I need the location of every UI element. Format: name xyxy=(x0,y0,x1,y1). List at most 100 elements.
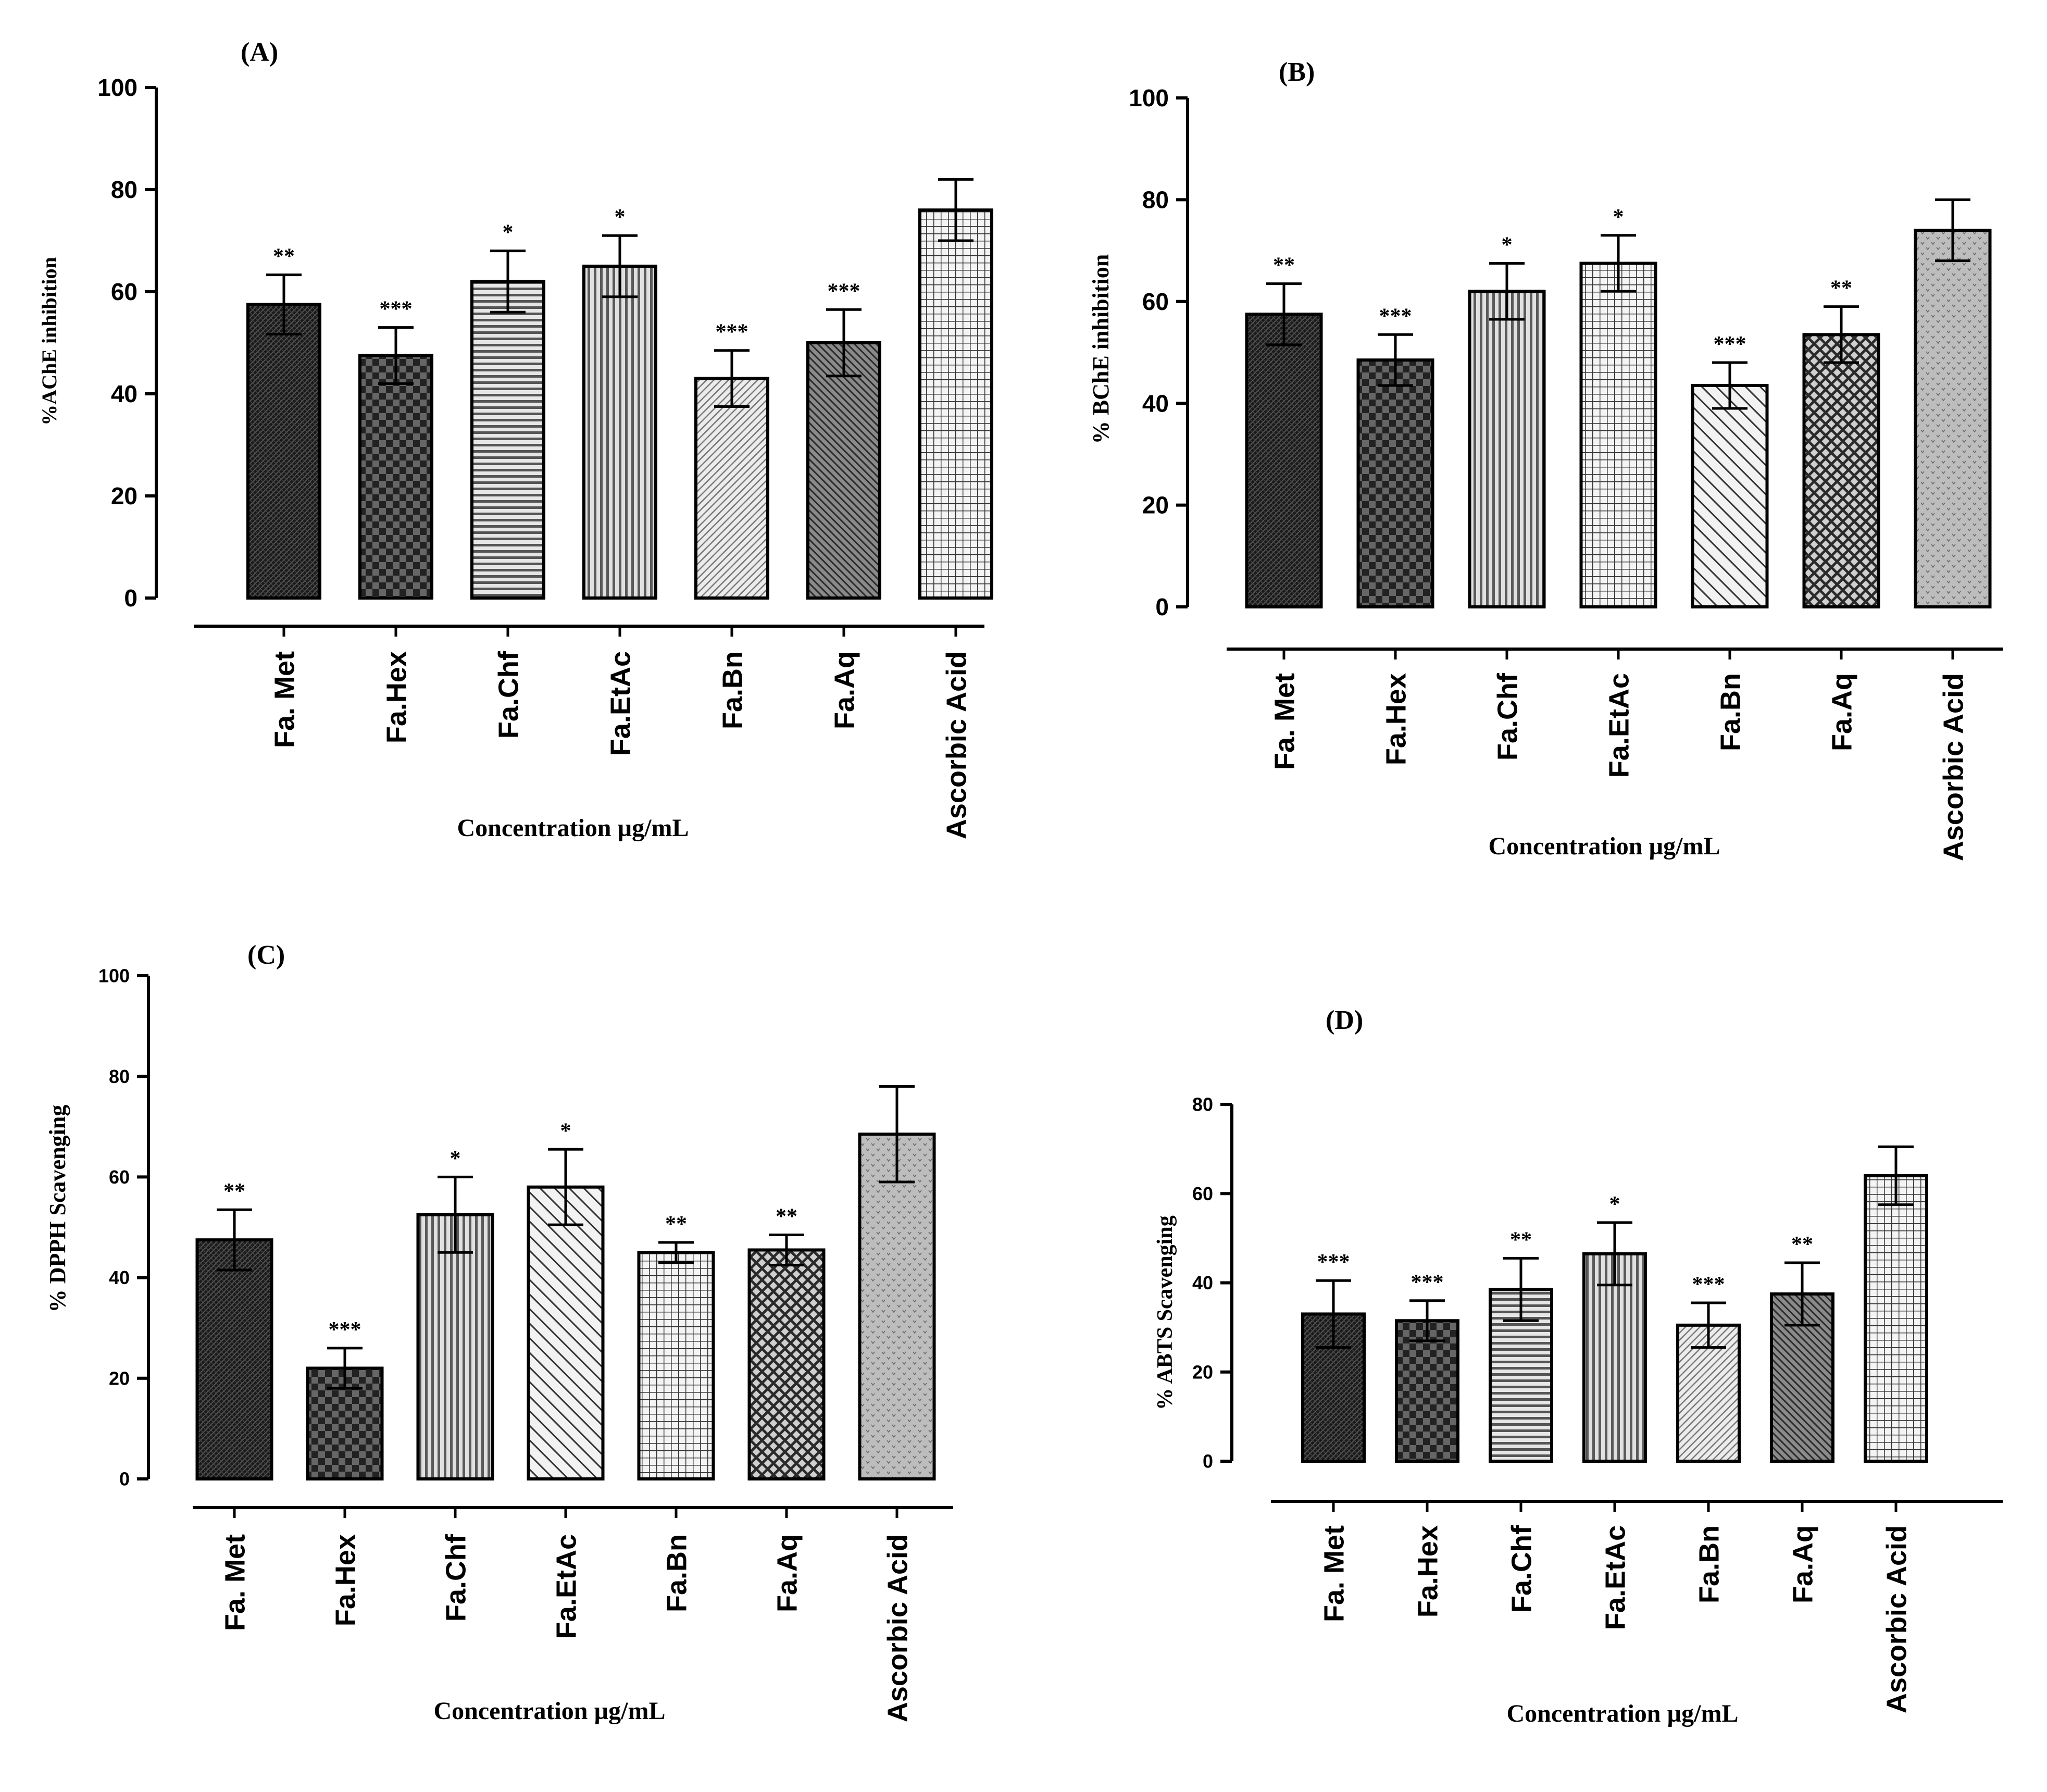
significance-marker: *** xyxy=(1714,332,1746,356)
x-category-label: Fa.Bn xyxy=(1715,673,1746,751)
significance-marker: * xyxy=(560,1119,571,1143)
y-tick-label: 20 xyxy=(1192,1361,1213,1383)
chart-a-svg: (A) 0 20 40 60 80 100 ** Fa. Met *** Fa.Hex * Fa.Chf… xyxy=(38,38,993,842)
y-tick-label: 0 xyxy=(1203,1451,1213,1472)
significance-marker: *** xyxy=(380,297,413,321)
bar-5 xyxy=(1802,333,1880,608)
x-category-label: Fa.Chf xyxy=(440,1534,471,1622)
significance-marker: ** xyxy=(1791,1233,1813,1256)
significance-marker: *** xyxy=(1692,1273,1725,1297)
x-category-label: Ascorbic Acid xyxy=(882,1534,913,1722)
y-tick-label: 0 xyxy=(124,584,138,612)
y-tick-label: 0 xyxy=(1155,593,1169,620)
y-tick-label: 60 xyxy=(109,1166,130,1188)
y-tick-label: 60 xyxy=(1142,288,1169,315)
y-tick-label: 60 xyxy=(1192,1183,1213,1204)
bar-6 xyxy=(858,1133,936,1481)
significance-marker: * xyxy=(503,221,514,245)
significance-marker: ** xyxy=(273,245,295,269)
y-tick-label: 60 xyxy=(111,278,138,305)
x-category-label: Fa.EtAc xyxy=(1603,673,1634,778)
x-category-label: Fa.Aq xyxy=(829,651,860,729)
significance-marker: ** xyxy=(223,1179,245,1203)
significance-marker: *** xyxy=(828,279,860,303)
x-axis-title: Concentration µg/mL xyxy=(1507,1700,1739,1727)
bar-0 xyxy=(195,1238,273,1481)
panel-b: (B) 0 20 40 60 80 100 ** Fa. Met *** Fa.Hex * Fa.Chf… xyxy=(1024,0,2047,917)
panel-d: (D) 0 20 40 60 80 *** Fa. Met *** Fa.Hex ** Fa.Chf *… xyxy=(1024,917,2047,1792)
x-category-label: Fa.Chf xyxy=(1492,673,1523,761)
panel-a-label: (A) xyxy=(241,38,278,67)
bar-4 xyxy=(637,1251,715,1480)
y-axis-title: %AChE inhibition xyxy=(38,257,61,425)
y-tick-label: 40 xyxy=(1192,1272,1213,1293)
x-category-label: Fa.Chf xyxy=(493,651,524,739)
y-tick-label: 40 xyxy=(109,1267,130,1288)
y-tick-label: 20 xyxy=(1142,492,1169,519)
bar-5 xyxy=(747,1248,826,1480)
bar-2 xyxy=(1468,290,1546,608)
bar-0 xyxy=(246,303,321,600)
bar-3 xyxy=(527,1185,605,1480)
bar-3 xyxy=(582,265,657,600)
x-category-label: Fa. Met xyxy=(1318,1525,1350,1622)
y-tick-label: 40 xyxy=(1142,390,1169,417)
x-axis-title: Concentration µg/mL xyxy=(457,814,689,842)
bar-1 xyxy=(358,354,433,600)
significance-marker: * xyxy=(1502,233,1513,257)
significance-marker: * xyxy=(450,1147,461,1171)
y-tick-label: 80 xyxy=(111,176,138,203)
bar-6 xyxy=(1864,1174,1928,1463)
x-category-label: Fa.Aq xyxy=(771,1534,803,1612)
panel-c: (C) 0 20 40 60 80 100 ** Fa. Met *** Fa.Hex * Fa.Chf… xyxy=(0,896,1024,1792)
x-axis-title: Concentration µg/mL xyxy=(434,1697,666,1725)
significance-marker: * xyxy=(1609,1192,1620,1216)
y-tick-label: 80 xyxy=(109,1066,130,1087)
x-category-label: Fa. Met xyxy=(269,651,300,748)
y-tick-label: 0 xyxy=(119,1469,130,1490)
bar-3 xyxy=(1579,262,1657,608)
bar-3 xyxy=(1582,1252,1647,1463)
significance-marker: ** xyxy=(1510,1228,1532,1252)
x-category-label: Fa.Hex xyxy=(381,651,412,743)
x-category-label: Fa.EtAc xyxy=(605,651,636,756)
x-category-label: Fa.Hex xyxy=(1380,673,1412,765)
x-category-label: Fa.EtAc xyxy=(1600,1525,1631,1630)
y-tick-label: 20 xyxy=(111,482,138,509)
y-axis-title: % BChE inhibition xyxy=(1088,254,1114,444)
bar-0 xyxy=(1245,313,1323,608)
x-category-label: Fa. Met xyxy=(1269,673,1300,770)
y-tick-label: 100 xyxy=(98,965,130,987)
x-category-label: Fa.Bn xyxy=(1693,1525,1725,1603)
panel-c-label: (C) xyxy=(247,940,285,970)
panel-d-label: (D) xyxy=(1326,1005,1363,1035)
x-category-label: Fa.Bn xyxy=(717,651,748,729)
significance-marker: *** xyxy=(716,320,748,344)
x-category-label: Fa.Bn xyxy=(661,1534,692,1612)
y-tick-label: 20 xyxy=(109,1367,130,1389)
y-tick-label: 80 xyxy=(1142,186,1169,214)
x-category-label: Fa.EtAc xyxy=(551,1534,582,1639)
y-tick-label: 40 xyxy=(111,380,138,407)
x-category-label: Fa. Met xyxy=(219,1534,251,1631)
bar-1 xyxy=(1356,358,1434,609)
x-category-label: Ascorbic Acid xyxy=(1881,1525,1912,1713)
y-axis-title: % DPPH Scavenging xyxy=(45,1105,70,1312)
x-axis-title: Concentration µg/mL xyxy=(1489,832,1720,860)
significance-marker: *** xyxy=(1411,1271,1444,1295)
significance-marker: * xyxy=(1613,205,1624,229)
y-axis-title: % ABTS Scavenging xyxy=(1153,1215,1177,1410)
bar-4 xyxy=(1691,384,1769,608)
significance-marker: ** xyxy=(1830,277,1852,301)
significance-marker: ** xyxy=(776,1204,797,1228)
y-tick-label: 100 xyxy=(97,74,138,101)
bar-2 xyxy=(416,1213,494,1480)
bar-6 xyxy=(1914,229,1992,608)
y-tick-label: 100 xyxy=(1129,84,1169,111)
significance-marker: * xyxy=(615,205,626,229)
significance-marker: *** xyxy=(1317,1250,1350,1274)
x-category-label: Ascorbic Acid xyxy=(1938,673,1969,861)
